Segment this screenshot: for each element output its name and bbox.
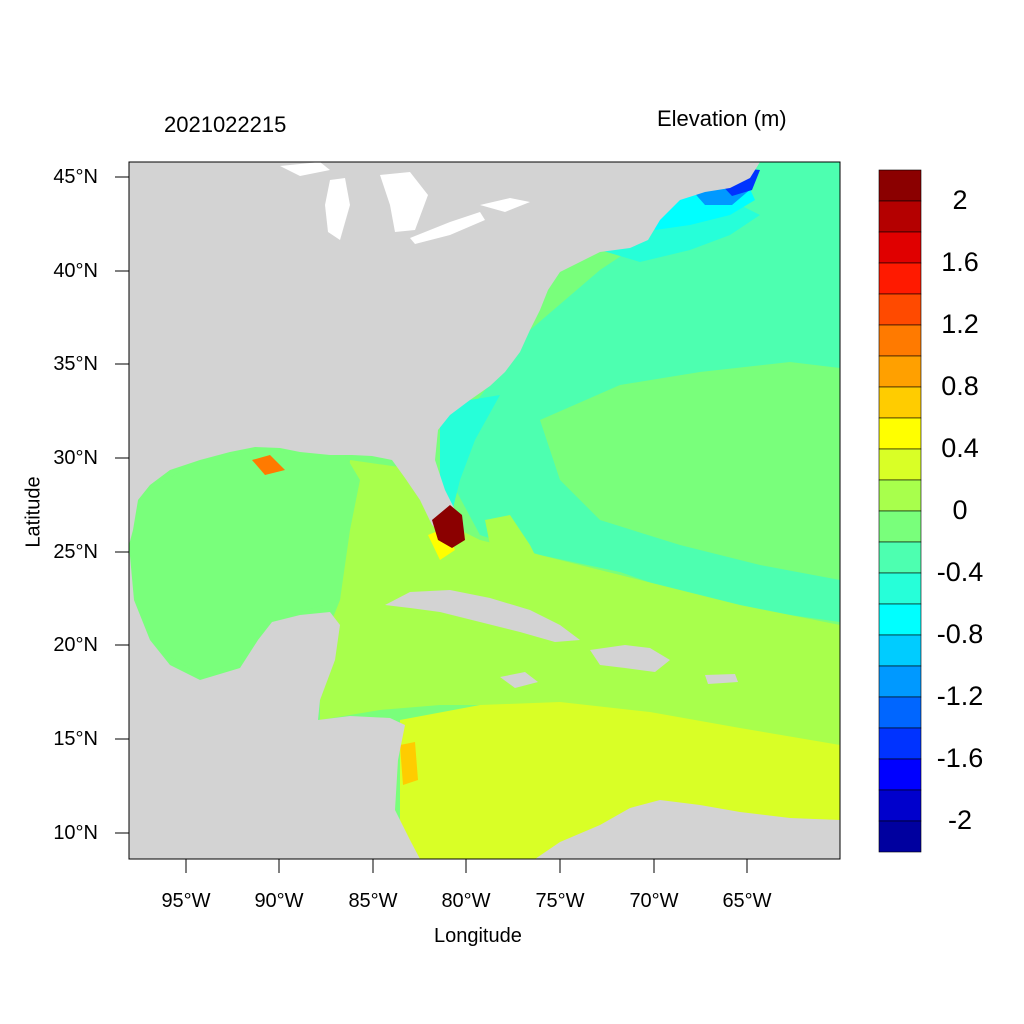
colorbar-label: -0.4 [936, 557, 984, 587]
colorbar-label: -1.2 [936, 681, 984, 711]
lake-erie [410, 212, 485, 244]
map-frame [128, 161, 841, 860]
colorbar-swatch [878, 758, 922, 791]
date-label: 2021022215 [164, 112, 287, 137]
colorbar-swatch [878, 231, 922, 264]
x-axis-title: Longitude [434, 925, 522, 947]
map-panel [129, 162, 840, 859]
colorbar-swatch [878, 696, 922, 729]
lon-tick-marks [185, 859, 748, 873]
colorbar-swatch [878, 262, 922, 295]
land-south-america [535, 800, 840, 859]
louisiana-coast-orange [252, 455, 285, 475]
lon-tick-label: 95°W [161, 890, 211, 912]
field-title: Elevation (m) [657, 106, 787, 131]
lat-tick-label: 15°N [53, 728, 98, 750]
colorbar-label: 2 [952, 185, 968, 215]
lat-tick-label: 25°N [53, 541, 98, 563]
lon-tick-label: 90°W [254, 890, 304, 912]
colorbar-swatch [878, 169, 922, 202]
colorbar-swatch [878, 510, 922, 543]
lake-michigan [325, 178, 350, 240]
lat-tick-label: 45°N [53, 166, 98, 188]
colorbar-swatch [878, 789, 922, 822]
atlantic-mid-patch [540, 362, 840, 580]
lat-tick-label: 20°N [53, 634, 98, 656]
colorbar-swatch [878, 200, 922, 233]
lon-tick-label: 85°W [348, 890, 398, 912]
colorbar-swatch [878, 820, 922, 853]
florida-surge-max [432, 505, 465, 548]
land-jamaica [500, 672, 538, 688]
colorbar-label: 1.2 [941, 309, 979, 339]
lat-tick-label: 40°N [53, 260, 98, 282]
lon-tick-label: 75°W [535, 890, 585, 912]
colorbar-swatch [878, 541, 922, 574]
colorbar-swatch [878, 417, 922, 450]
colorbar-swatch [878, 479, 922, 512]
colorbar-swatch [878, 448, 922, 481]
lon-tick-label: 80°W [441, 890, 491, 912]
lake-ontario [480, 198, 530, 212]
nicaragua-coast-yellow [400, 742, 418, 785]
colorbar-swatch [878, 727, 922, 760]
colorbar [878, 169, 922, 853]
colorbar-swatch [878, 603, 922, 636]
colorbar-label: -1.6 [936, 743, 984, 773]
y-axis-title: Latitude [22, 476, 45, 548]
lon-tick-label: 70°W [629, 890, 679, 912]
lon-tick-label: 65°W [722, 890, 772, 912]
land-puerto-rico [705, 674, 738, 684]
lat-tick-label: 35°N [53, 353, 98, 375]
colorbar-swatch [878, 324, 922, 357]
southeast-coast-cyan [440, 395, 500, 520]
land-hispaniola [590, 645, 670, 672]
colorbar-label: 0 [952, 495, 968, 525]
colorbar-swatch [878, 572, 922, 605]
colorbar-label: -2 [947, 805, 972, 835]
colorbar-label: 1.6 [941, 247, 979, 277]
lake-superior [280, 162, 330, 176]
lat-tick-label: 10°N [53, 822, 98, 844]
colorbar-label: 0.4 [941, 433, 979, 463]
land-mexico [129, 545, 420, 859]
gulf-of-mexico-zero [130, 450, 360, 675]
lat-tick-label: 30°N [53, 447, 98, 469]
colorbar-swatch [878, 355, 922, 388]
gulf-of-maine-cyan [600, 205, 760, 262]
colorbar-swatch [878, 634, 922, 667]
colorbar-label: -0.8 [936, 619, 984, 649]
land-north-america [129, 162, 760, 545]
colorbar-label: 0.8 [941, 371, 979, 401]
colorbar-swatch [878, 293, 922, 326]
bahamas-shallows [485, 515, 545, 590]
lake-huron [380, 172, 428, 232]
colorbar-swatch [878, 386, 922, 419]
lat-tick-marks [115, 176, 129, 834]
land-cuba [385, 590, 580, 642]
